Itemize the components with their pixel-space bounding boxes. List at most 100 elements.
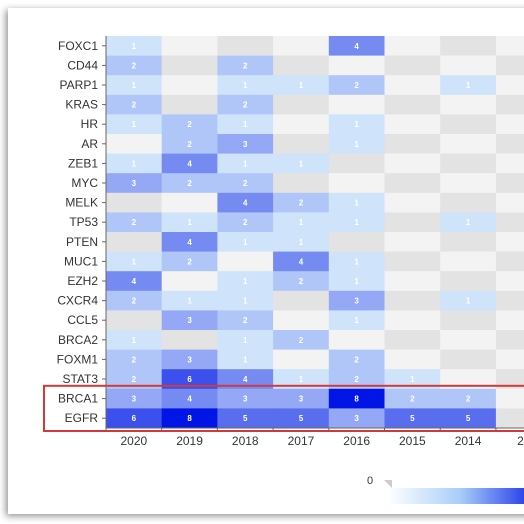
heatmap-cell[interactable]: [273, 310, 330, 331]
heatmap-cell[interactable]: [106, 251, 163, 272]
heatmap-cell[interactable]: [495, 173, 524, 194]
heatmap-cell[interactable]: [217, 290, 274, 311]
heatmap-cell[interactable]: [384, 55, 441, 76]
heatmap-cell[interactable]: [328, 408, 385, 429]
heatmap-cell[interactable]: [161, 251, 218, 272]
heatmap-cell[interactable]: [328, 55, 385, 76]
heatmap-cell[interactable]: [440, 192, 497, 213]
heatmap-cell[interactable]: [440, 75, 497, 96]
heatmap-cell[interactable]: [217, 232, 274, 253]
heatmap-cell[interactable]: [106, 75, 163, 96]
heatmap-cell[interactable]: [495, 408, 524, 429]
heatmap-cell[interactable]: [495, 330, 524, 351]
heatmap-cell[interactable]: [161, 369, 218, 390]
heatmap-cell[interactable]: [217, 192, 274, 213]
heatmap-cell[interactable]: [217, 310, 274, 331]
heatmap-cell[interactable]: [161, 192, 218, 213]
heatmap-cell[interactable]: [495, 134, 524, 155]
heatmap-cell[interactable]: [440, 388, 497, 409]
heatmap-cell[interactable]: [440, 94, 497, 115]
heatmap-cell[interactable]: [328, 310, 385, 331]
heatmap-cell[interactable]: [217, 212, 274, 233]
heatmap-cell[interactable]: [273, 153, 330, 174]
heatmap-cell[interactable]: [217, 94, 274, 115]
heatmap-cell[interactable]: [384, 232, 441, 253]
heatmap-cell[interactable]: [328, 330, 385, 351]
heatmap-cell[interactable]: [440, 251, 497, 272]
heatmap-cell[interactable]: [106, 330, 163, 351]
heatmap-cell[interactable]: [217, 134, 274, 155]
heatmap-cell[interactable]: [273, 290, 330, 311]
heatmap-cell[interactable]: [440, 408, 497, 429]
heatmap-cell[interactable]: [440, 330, 497, 351]
heatmap-cell[interactable]: [495, 55, 524, 76]
heatmap-cell[interactable]: [217, 251, 274, 272]
heatmap-cell[interactable]: [161, 94, 218, 115]
heatmap-cell[interactable]: [328, 36, 385, 57]
heatmap-cell[interactable]: [161, 349, 218, 370]
heatmap-cell[interactable]: [495, 212, 524, 233]
heatmap-cell[interactable]: [328, 290, 385, 311]
heatmap-cell[interactable]: [384, 330, 441, 351]
heatmap-cell[interactable]: [440, 369, 497, 390]
heatmap-cell[interactable]: [440, 212, 497, 233]
heatmap-cell[interactable]: [495, 232, 524, 253]
heatmap-cell[interactable]: [440, 134, 497, 155]
heatmap-cell[interactable]: [495, 75, 524, 96]
heatmap-cell[interactable]: [495, 271, 524, 292]
heatmap-cell[interactable]: [273, 330, 330, 351]
heatmap-cell[interactable]: [273, 369, 330, 390]
heatmap-cell[interactable]: [440, 173, 497, 194]
heatmap-cell[interactable]: [217, 271, 274, 292]
heatmap-cell[interactable]: [328, 271, 385, 292]
heatmap-cell[interactable]: [217, 75, 274, 96]
heatmap-cell[interactable]: [384, 251, 441, 272]
heatmap-cell[interactable]: [495, 94, 524, 115]
heatmap-cell[interactable]: [328, 114, 385, 135]
heatmap-cell[interactable]: [217, 330, 274, 351]
heatmap-cell[interactable]: [106, 388, 163, 409]
heatmap-cell[interactable]: [384, 94, 441, 115]
heatmap-cell[interactable]: [384, 192, 441, 213]
heatmap-cell[interactable]: [106, 114, 163, 135]
heatmap-cell[interactable]: [440, 349, 497, 370]
heatmap-cell[interactable]: [273, 212, 330, 233]
color-scale-bar[interactable]: [388, 488, 524, 504]
heatmap-cell[interactable]: [161, 408, 218, 429]
heatmap-cell[interactable]: [328, 212, 385, 233]
heatmap-cell[interactable]: [161, 271, 218, 292]
heatmap-cell[interactable]: [106, 408, 163, 429]
heatmap-cell[interactable]: [273, 173, 330, 194]
heatmap-cell[interactable]: [328, 232, 385, 253]
heatmap-cell[interactable]: [440, 290, 497, 311]
heatmap-cell[interactable]: [106, 369, 163, 390]
heatmap-cell[interactable]: [495, 349, 524, 370]
heatmap-cell[interactable]: [161, 55, 218, 76]
heatmap-cell[interactable]: [106, 310, 163, 331]
heatmap-cell[interactable]: [384, 388, 441, 409]
heatmap-cell[interactable]: [495, 251, 524, 272]
heatmap-cell[interactable]: [495, 388, 524, 409]
heatmap-cell[interactable]: [273, 271, 330, 292]
heatmap-cell[interactable]: [440, 232, 497, 253]
heatmap-cell[interactable]: [273, 251, 330, 272]
heatmap-cell[interactable]: [273, 349, 330, 370]
heatmap-cell[interactable]: [161, 310, 218, 331]
heatmap-cell[interactable]: [384, 310, 441, 331]
heatmap-cell[interactable]: [384, 212, 441, 233]
heatmap-cell[interactable]: [328, 388, 385, 409]
heatmap-cell[interactable]: [273, 75, 330, 96]
heatmap-cell[interactable]: [384, 75, 441, 96]
heatmap-cell[interactable]: [106, 94, 163, 115]
heatmap-cell[interactable]: [273, 192, 330, 213]
heatmap-cell[interactable]: [328, 94, 385, 115]
heatmap-cell[interactable]: [161, 134, 218, 155]
heatmap-cell[interactable]: [384, 36, 441, 57]
heatmap-cell[interactable]: [273, 232, 330, 253]
heatmap-cell[interactable]: [161, 173, 218, 194]
heatmap-cell[interactable]: [384, 369, 441, 390]
heatmap-cell[interactable]: [161, 290, 218, 311]
heatmap-cell[interactable]: [495, 192, 524, 213]
heatmap-cell[interactable]: [106, 36, 163, 57]
heatmap-cell[interactable]: [328, 251, 385, 272]
